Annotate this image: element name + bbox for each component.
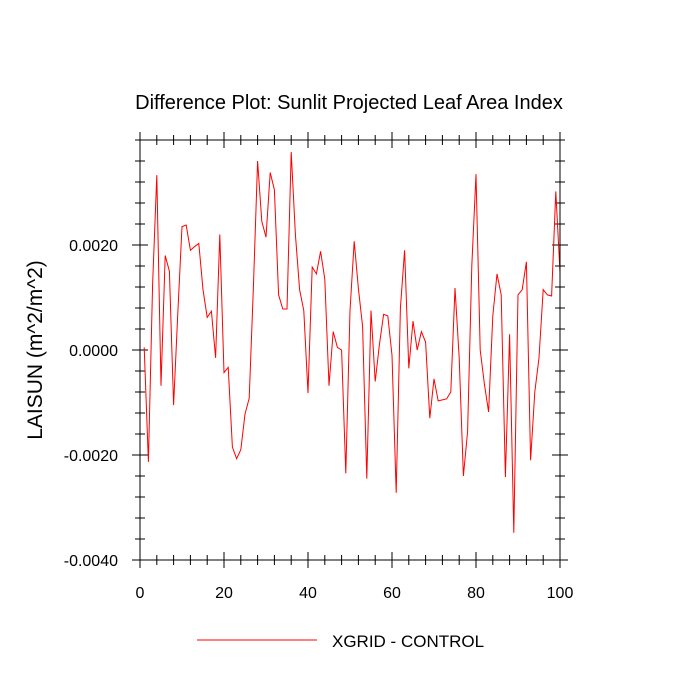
- y-tick-label: -0.0040: [64, 553, 118, 570]
- y-tick-label: 0.0020: [69, 238, 118, 255]
- y-tick-label: -0.0020: [64, 448, 118, 465]
- minor-ticks: [135, 135, 565, 565]
- series-line-xgrid-control: [143, 152, 561, 533]
- y-axis-label: LAISUN (m^2/m^2): [24, 260, 47, 440]
- x-tick-label: 40: [299, 585, 317, 602]
- y-tick-labels: -0.0040 -0.0020 0.0000 0.0020: [64, 238, 118, 570]
- x-tick-label: 60: [383, 585, 401, 602]
- y-tick-label: 0.0000: [69, 343, 118, 360]
- x-tick-label: 0: [136, 585, 145, 602]
- x-tick-label: 100: [547, 585, 574, 602]
- x-tick-labels: 0 20 40 60 80 100: [136, 585, 574, 602]
- x-tick-label: 80: [467, 585, 485, 602]
- legend-label: XGRID - CONTROL: [332, 632, 484, 651]
- plot-frame: [139, 139, 561, 561]
- chart-title: Difference Plot: Sunlit Projected Leaf A…: [135, 92, 563, 114]
- x-tick-label: 20: [215, 585, 233, 602]
